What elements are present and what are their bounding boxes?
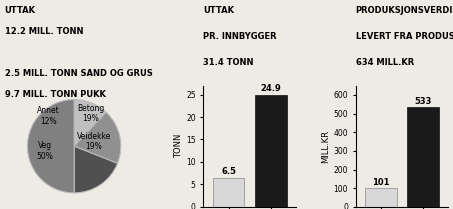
Y-axis label: MILL.KR: MILL.KR [322, 130, 331, 163]
Text: Veg
50%: Veg 50% [37, 141, 53, 161]
Text: 2.5 MILL. TONN SAND OG GRUS: 2.5 MILL. TONN SAND OG GRUS [5, 69, 152, 78]
Text: 24.9: 24.9 [260, 84, 281, 93]
Wedge shape [28, 99, 74, 193]
Text: 9.7 MILL. TONN PUKK: 9.7 MILL. TONN PUKK [5, 90, 106, 99]
Wedge shape [74, 146, 117, 193]
Wedge shape [74, 99, 106, 146]
Y-axis label: TONN: TONN [174, 134, 183, 158]
Text: 101: 101 [372, 178, 390, 187]
Text: LEVERT FRA PRODUSENT: LEVERT FRA PRODUSENT [356, 32, 453, 41]
Text: 12.2 MILL. TONN: 12.2 MILL. TONN [5, 27, 83, 36]
Text: 533: 533 [414, 97, 432, 106]
Text: 6.5: 6.5 [221, 167, 236, 176]
Wedge shape [74, 112, 121, 163]
Bar [213, 178, 245, 207]
Text: Veidekke
19%: Veidekke 19% [77, 132, 111, 151]
Text: Annet
12%: Annet 12% [37, 106, 60, 126]
Text: 634 MILL.KR: 634 MILL.KR [356, 58, 414, 67]
Text: PR. INNBYGGER: PR. INNBYGGER [203, 32, 277, 41]
Bar [365, 188, 397, 207]
Text: UTTAK: UTTAK [5, 6, 35, 15]
Text: Betong
19%: Betong 19% [77, 104, 104, 123]
Text: 31.4 TONN: 31.4 TONN [203, 58, 254, 67]
Bar [255, 95, 287, 207]
Bar [407, 107, 439, 207]
Text: UTTAK: UTTAK [203, 6, 234, 15]
Text: PRODUKSJONSVERDI: PRODUKSJONSVERDI [356, 6, 453, 15]
